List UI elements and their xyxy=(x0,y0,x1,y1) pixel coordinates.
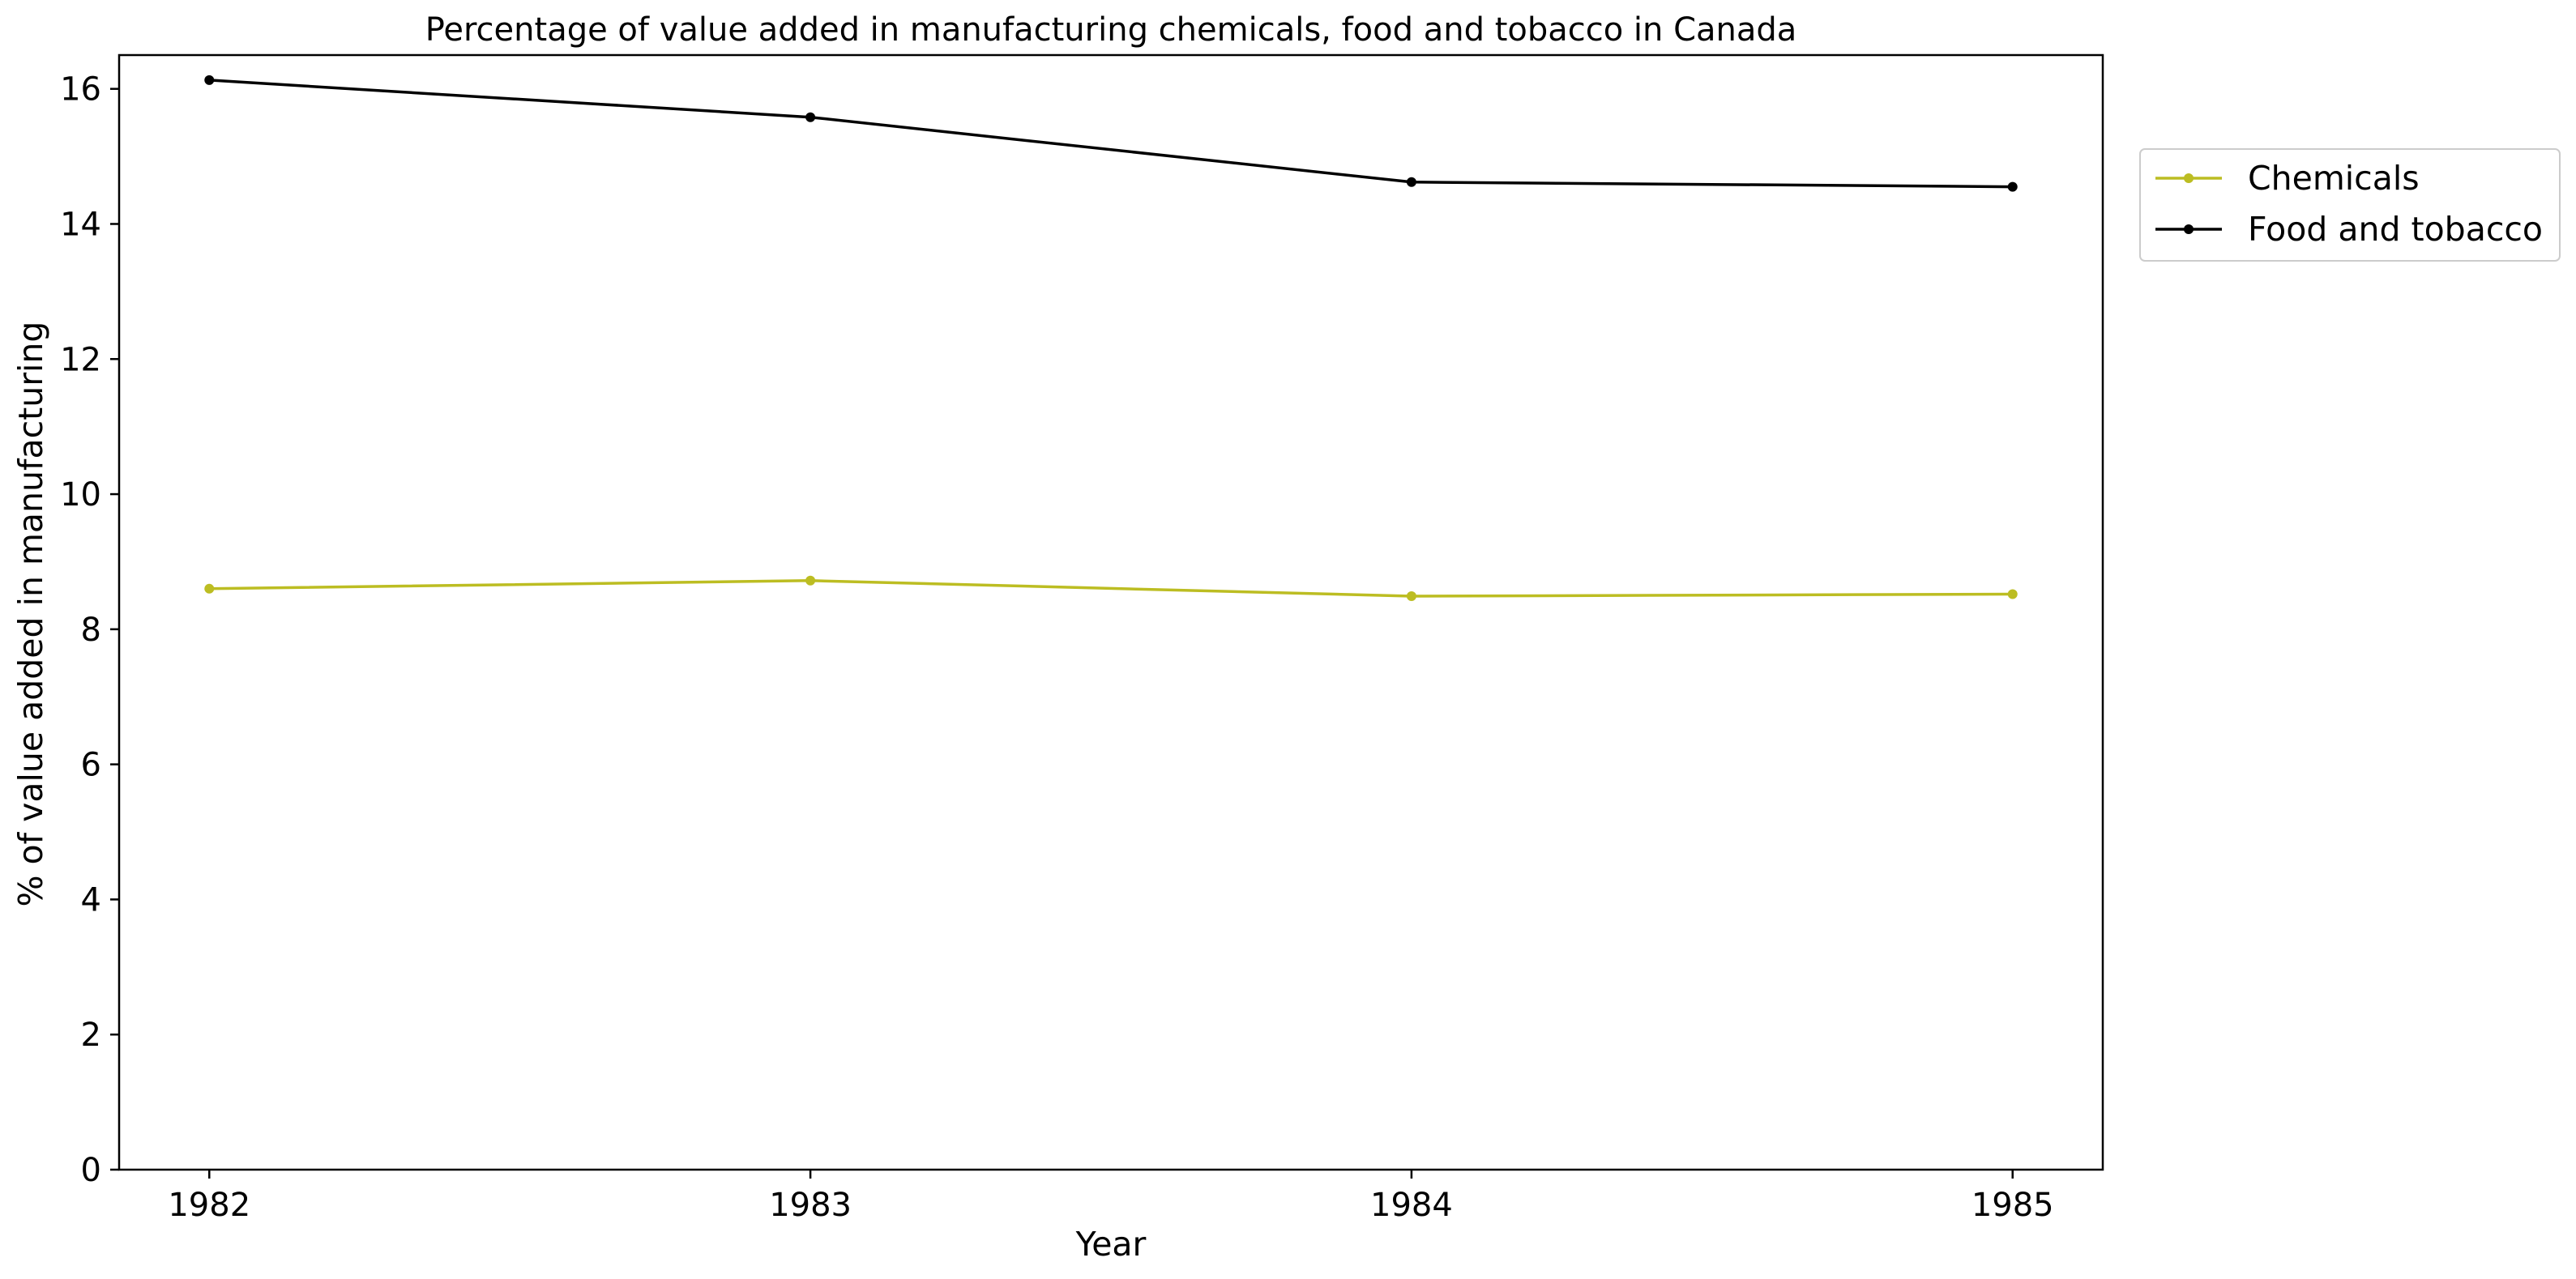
x-axis-ticks: 1982 1983 1984 1985 xyxy=(168,1170,2054,1224)
y-tick-label: 10 xyxy=(60,476,101,514)
legend-label-food-and-tobacco: Food and tobacco xyxy=(2248,210,2543,249)
data-point-chemicals xyxy=(1406,590,1416,601)
data-point-food-and-tobacco xyxy=(2007,181,2018,192)
data-point-food-and-tobacco xyxy=(1406,177,1416,187)
legend-swatch-marker-chemicals xyxy=(2184,173,2194,183)
y-tick-label: 12 xyxy=(60,341,101,378)
series-line-food-and-tobacco xyxy=(209,79,2013,189)
y-axis-label: % of value added in manufacturing xyxy=(11,322,50,907)
x-tick-label: 1983 xyxy=(769,1187,852,1224)
y-tick-label: 4 xyxy=(81,881,101,919)
y-tick-label: 14 xyxy=(60,206,101,243)
series-line-chemicals xyxy=(209,579,2013,598)
legend: Chemicals Food and tobacco xyxy=(2139,148,2561,262)
y-axis-ticks: 0 2 4 6 8 10 12 14 16 xyxy=(60,71,119,1189)
legend-label-chemicals: Chemicals xyxy=(2248,159,2420,198)
y-tick-label: 16 xyxy=(60,71,101,109)
y-tick-label: 2 xyxy=(81,1017,101,1054)
data-point-chemicals xyxy=(2007,589,2018,599)
x-tick-label: 1984 xyxy=(1370,1187,1453,1224)
plot-area-frame xyxy=(117,53,2104,1171)
y-tick-label: 6 xyxy=(81,747,101,784)
data-point-food-and-tobacco xyxy=(204,75,215,85)
legend-swatch-marker-food-and-tobacco xyxy=(2184,224,2194,234)
data-point-food-and-tobacco xyxy=(805,112,816,122)
x-axis-label: Year xyxy=(1075,1225,1147,1264)
series-group xyxy=(204,75,2018,601)
x-tick-label: 1985 xyxy=(1972,1187,2054,1224)
legend-box xyxy=(2139,148,2561,262)
y-tick-label: 0 xyxy=(81,1152,101,1189)
data-point-chemicals xyxy=(204,583,215,594)
x-tick-label: 1982 xyxy=(168,1187,250,1224)
chart-title: Percentage of value added in manufacturi… xyxy=(425,11,1797,49)
y-tick-label: 8 xyxy=(81,612,101,649)
data-point-chemicals xyxy=(805,575,816,586)
